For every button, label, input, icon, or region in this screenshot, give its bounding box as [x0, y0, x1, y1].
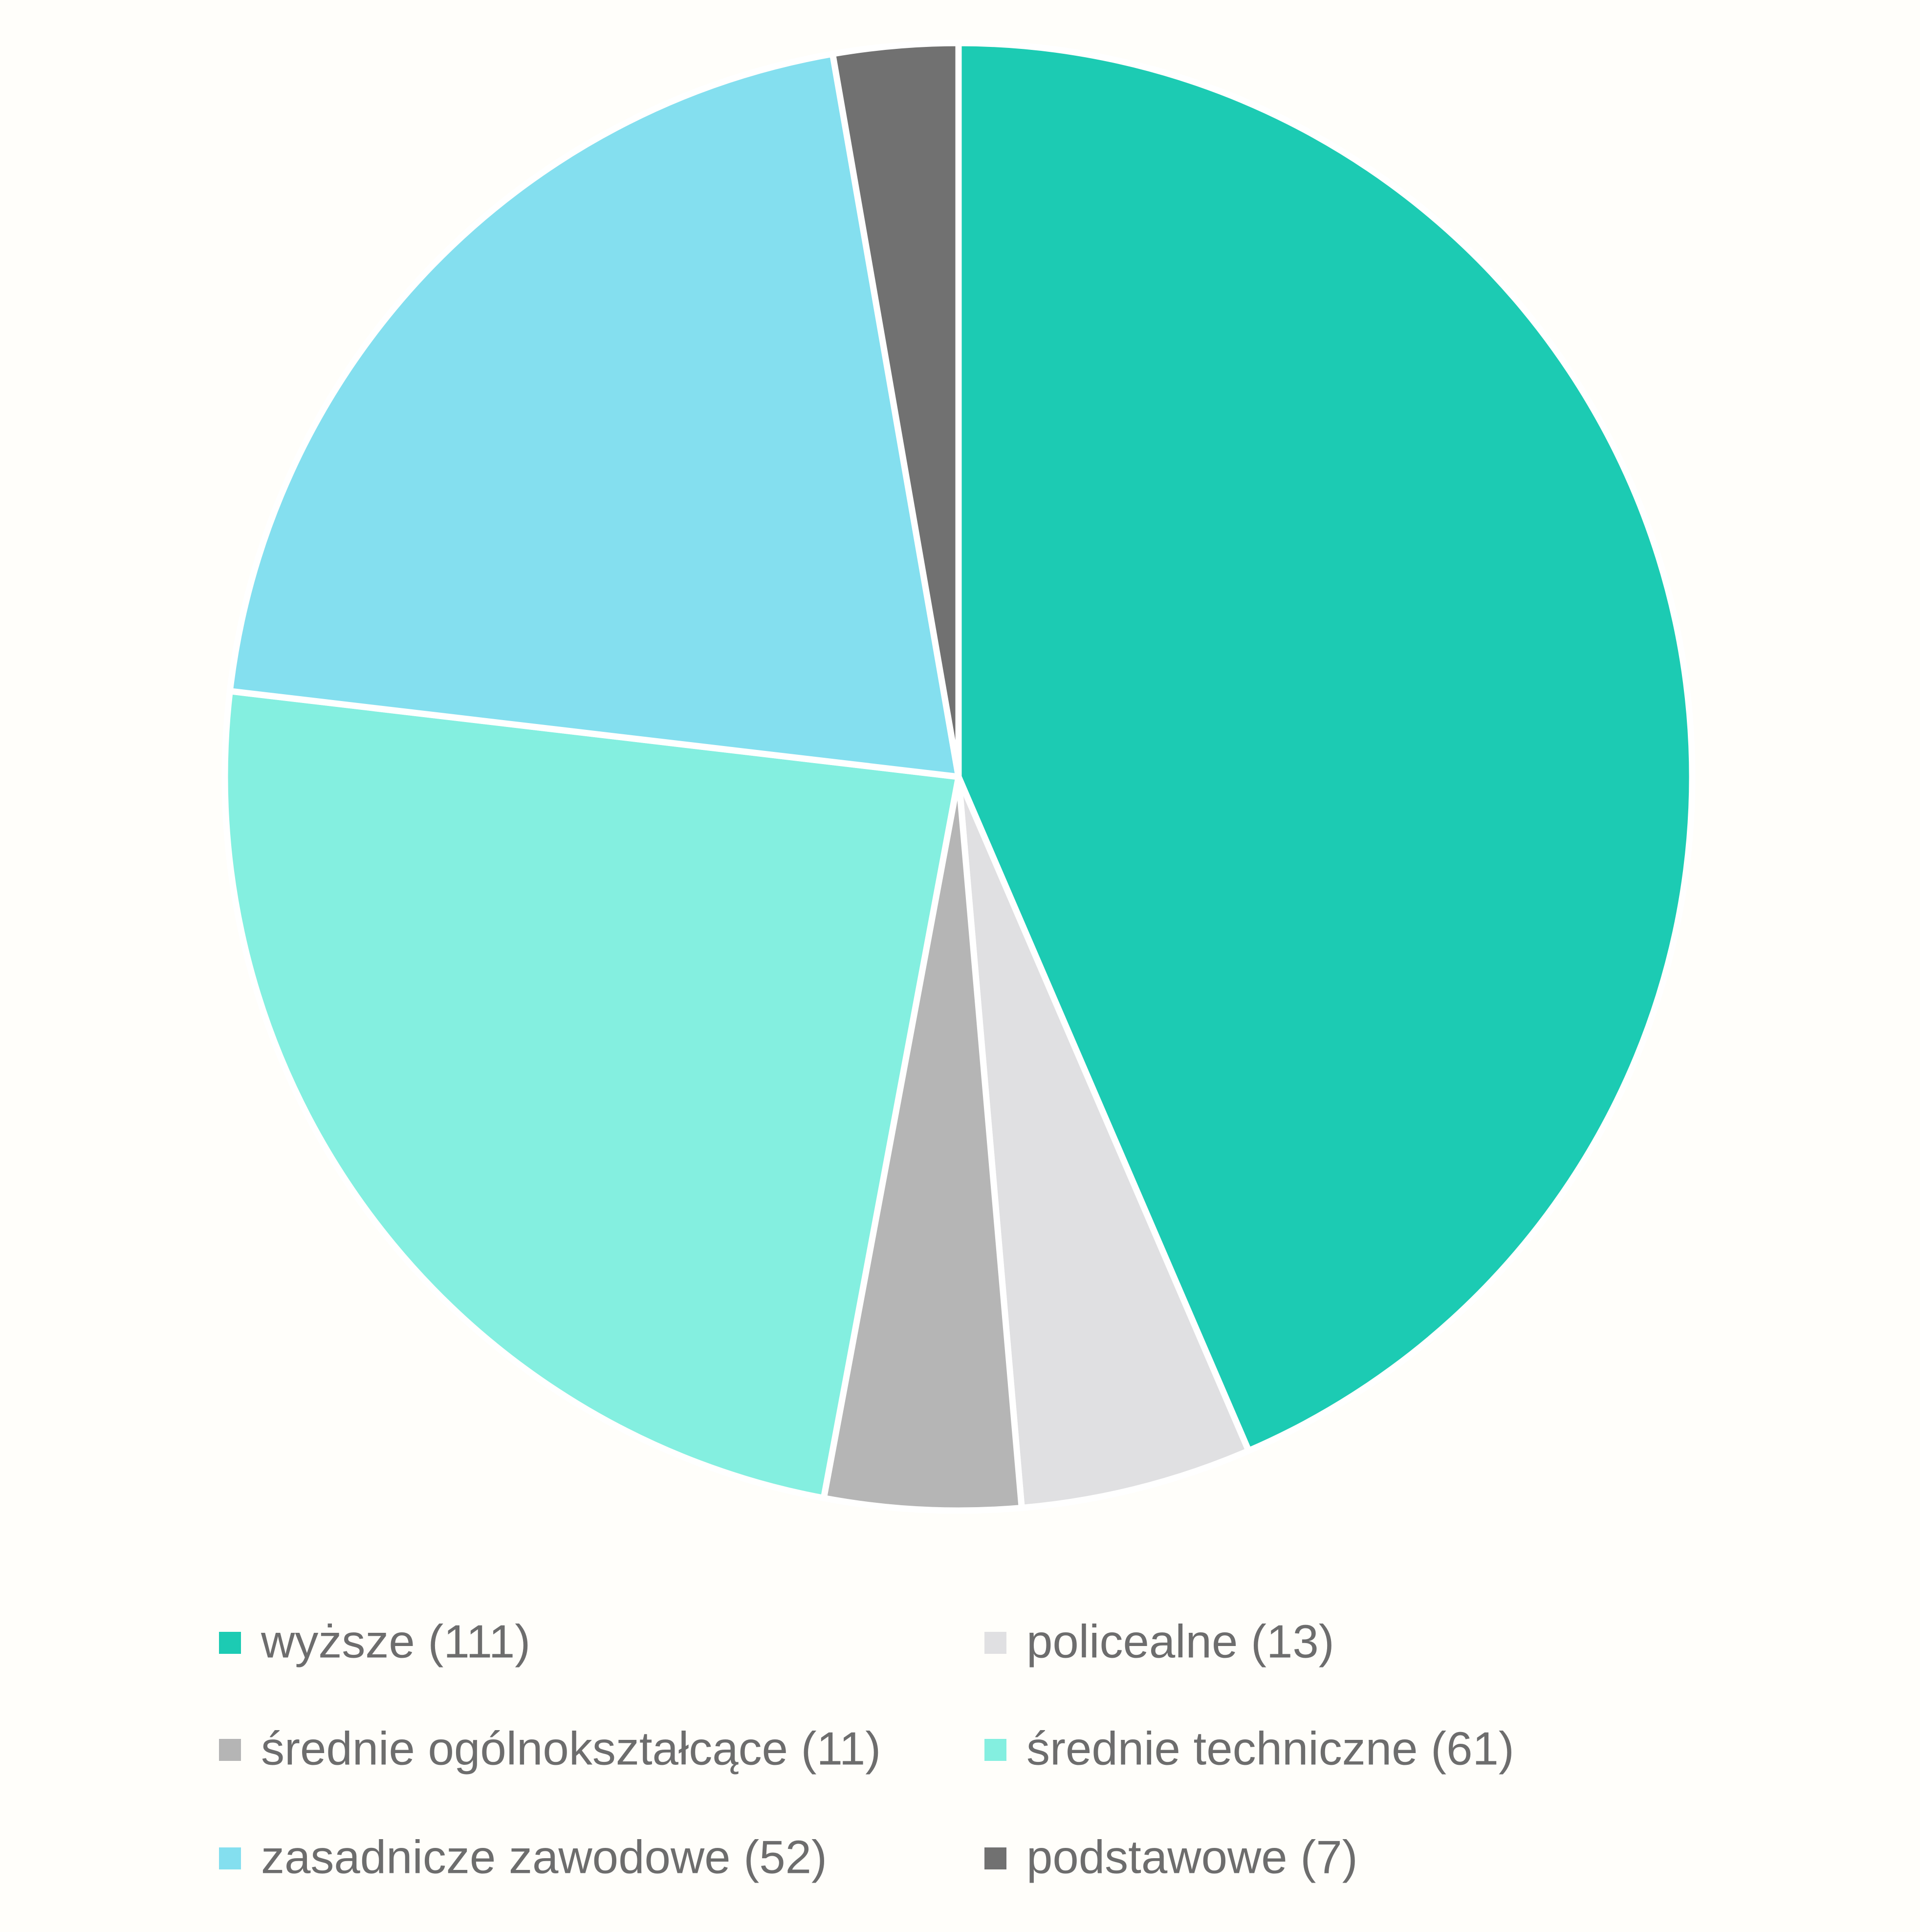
legend-label: średnie ogólnokształcące (11) [261, 1722, 881, 1775]
pie-slice [226, 50, 962, 780]
pie-slice [820, 773, 1025, 1514]
legend-swatch [219, 1632, 241, 1654]
legend-label: średnie techniczne (61) [1026, 1722, 1514, 1775]
legend-swatch [984, 1739, 1006, 1761]
legend-label: zasadnicze zawodowe (52) [261, 1831, 827, 1883]
pie-slice [955, 773, 1252, 1511]
legend-swatch [984, 1847, 1006, 1869]
legend-label: wyższe (111) [261, 1615, 530, 1668]
legend-swatch [984, 1632, 1006, 1654]
pie-slice [829, 40, 962, 780]
legend-label: podstawowe (7) [1026, 1831, 1358, 1883]
legend-swatch [219, 1847, 241, 1869]
legend-label: policealne (13) [1026, 1615, 1334, 1668]
pie-slice [955, 40, 1696, 1454]
pie-slice [221, 688, 962, 1501]
legend-swatch [219, 1739, 241, 1761]
